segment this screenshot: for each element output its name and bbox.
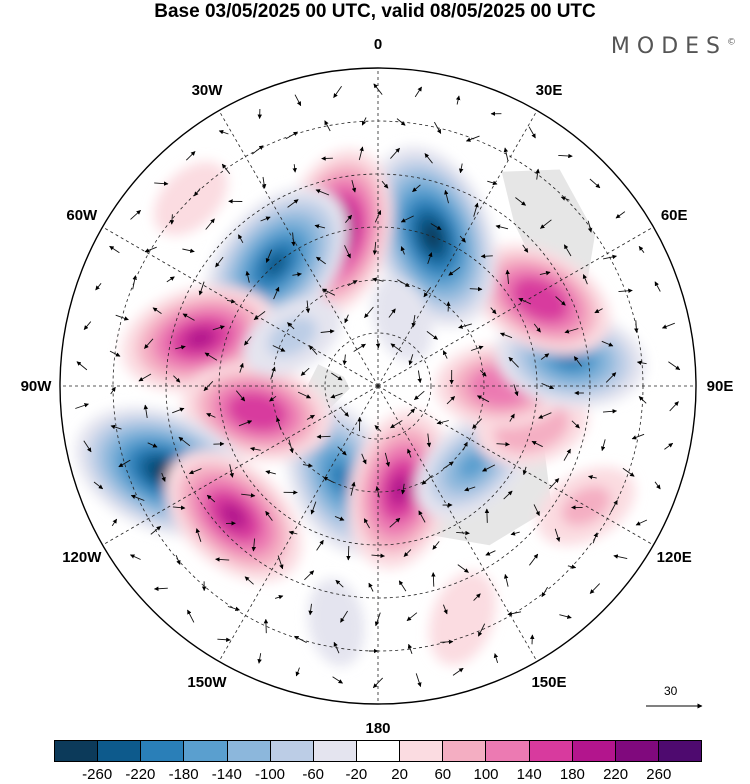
wind-vector (487, 509, 488, 523)
colorbar-tick-label: 60 (434, 766, 451, 783)
wind-vector (481, 256, 493, 257)
meridian-label: 0 (374, 36, 382, 53)
colorbar-swatch (55, 741, 98, 761)
colorbar-swatch (486, 741, 529, 761)
colorbar-swatch (659, 741, 701, 761)
meridian-label: 90E (707, 378, 734, 395)
colorbar (54, 740, 702, 762)
wind-vector (317, 436, 331, 437)
colorbar-swatch (314, 741, 357, 761)
colorbar-tick-label: 220 (603, 766, 628, 783)
colorbar-tick-label: -180 (169, 766, 199, 783)
colorbar-ticks: -260 -220 -180 -140 -100 -60 -20 20 60 100 140 180 2… (0, 766, 750, 784)
colorbar-tick-label: -20 (346, 766, 368, 783)
colorbar-tick-label: -260 (82, 766, 112, 783)
colorbar-swatch (530, 741, 573, 761)
colorbar-tick-label: -100 (255, 766, 285, 783)
colorbar-swatch (271, 741, 314, 761)
wind-vector (348, 546, 349, 560)
colorbar-tick-label: -140 (212, 766, 242, 783)
colorbar-tick-label: 140 (517, 766, 542, 783)
colorbar-swatch (400, 741, 443, 761)
colorbar-swatch (184, 741, 227, 761)
meridian-label: 150E (531, 674, 566, 691)
colorbar-swatch (357, 741, 400, 761)
meridian-label: 60E (661, 207, 688, 224)
meridian-label: 30E (536, 82, 563, 99)
meridian-label: 120W (62, 549, 102, 566)
wind-vector (470, 289, 482, 290)
meridian-label: 150W (187, 674, 227, 691)
colorbar-swatch (98, 741, 141, 761)
colorbar-swatch (228, 741, 271, 761)
colorbar-tick-label: 260 (646, 766, 671, 783)
meridian-label: 180 (365, 720, 390, 737)
colorbar-tick-label: 20 (391, 766, 408, 783)
colorbar-swatch (573, 741, 616, 761)
reference-vector-label: 30 (664, 684, 677, 698)
colorbar-tick-label: 180 (560, 766, 585, 783)
colorbar-tick-label: -220 (125, 766, 155, 783)
wind-vector (266, 619, 267, 633)
colorbar-swatch (443, 741, 486, 761)
colorbar-tick-label: 100 (473, 766, 498, 783)
colorbar-swatch (141, 741, 184, 761)
meridian-label: 120E (657, 549, 692, 566)
colorbar-tick-label: -60 (302, 766, 324, 783)
wind-vector (433, 573, 434, 587)
meridian-label: 30W (192, 82, 224, 99)
colorbar-swatch (616, 741, 659, 761)
meridian-label: 60W (66, 207, 98, 224)
meridian-label: 90W (21, 378, 53, 395)
